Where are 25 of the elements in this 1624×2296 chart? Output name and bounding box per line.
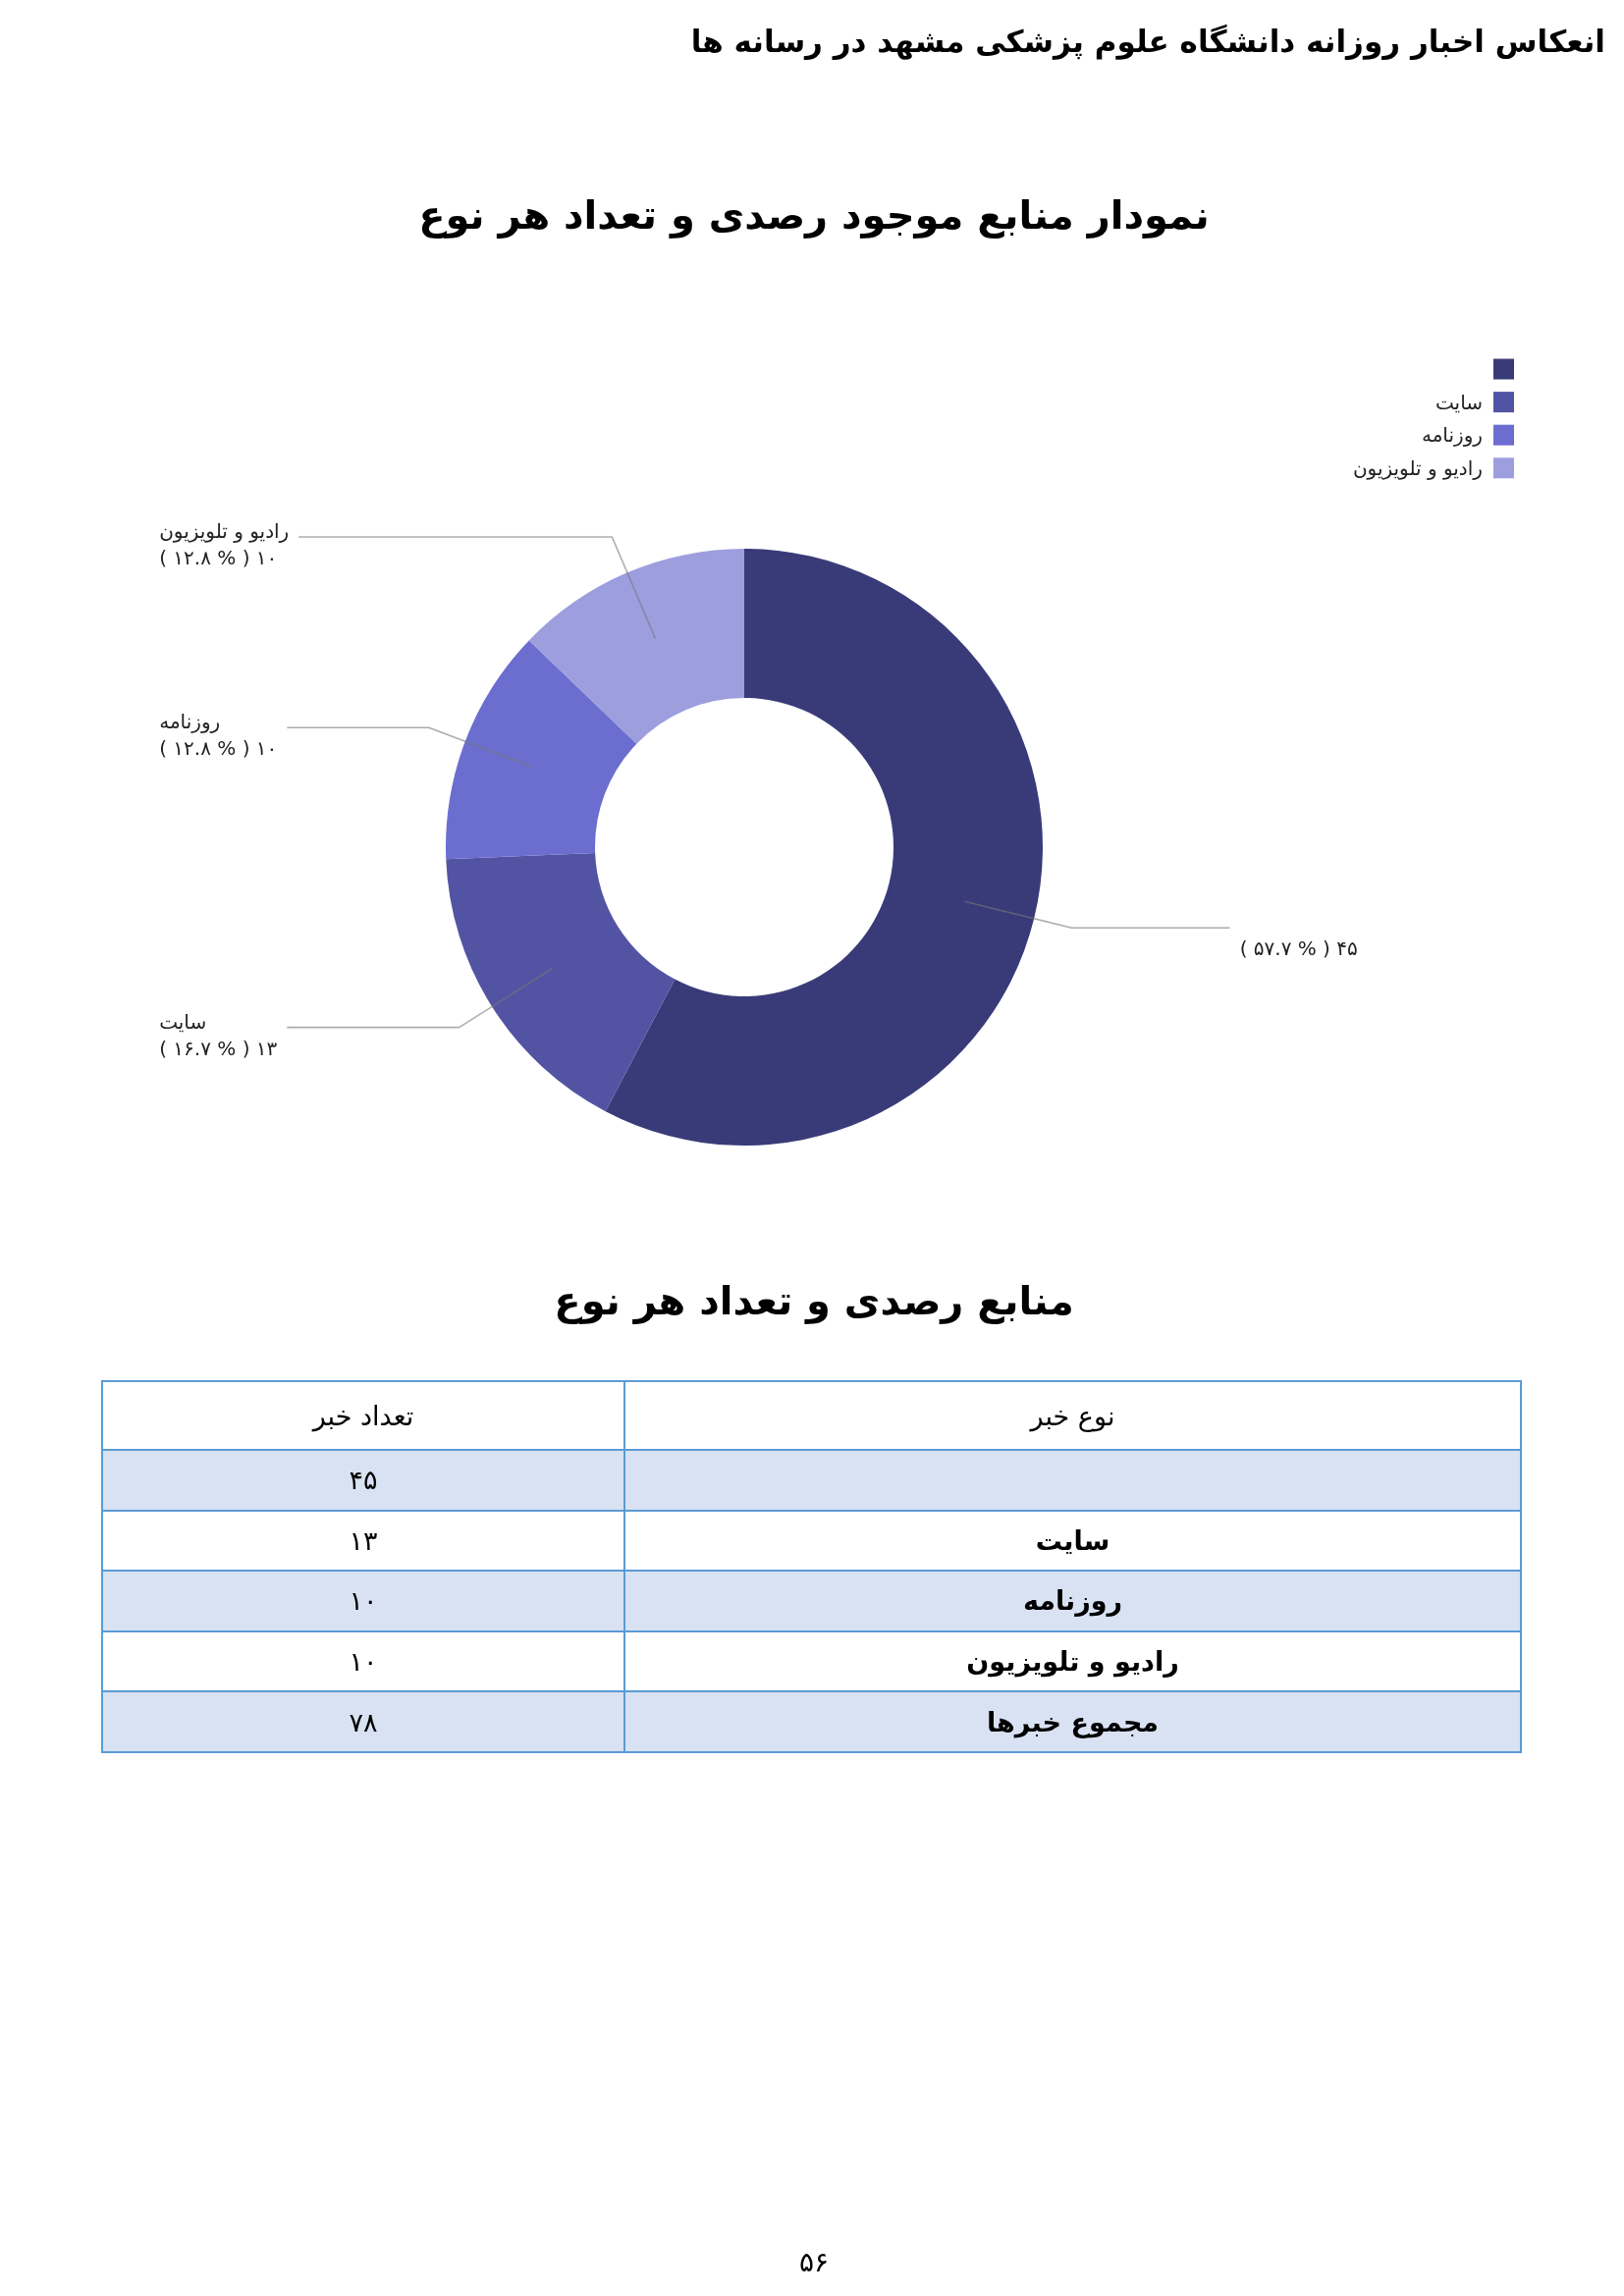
table-cell: ۷۸ bbox=[102, 1691, 624, 1752]
table-cell: نوع خبر bbox=[624, 1381, 1521, 1450]
donut-slice bbox=[446, 853, 676, 1112]
table-cell: مجموع خبرها bbox=[624, 1691, 1521, 1752]
slice-label: رادیو و تلویزیون bbox=[159, 518, 290, 544]
slice-label: روزنامه bbox=[159, 709, 221, 734]
text: انعکاس اخبار روزانه دانشگاه علوم پزشکی مشهد در رسانه ها bbox=[690, 22, 1605, 61]
donut-slice bbox=[605, 549, 1043, 1146]
table-cell: تعداد خبر bbox=[102, 1381, 624, 1450]
data-label: ۱۳ ( % ۱۶.۷ ) bbox=[159, 1036, 278, 1061]
text: منابع رصدی و تعداد هر نوع bbox=[554, 1277, 1074, 1325]
data-label: ۴۵ ( % ۵۷.۷ ) bbox=[1239, 935, 1358, 961]
legend-label: رادیو و تلویزیون bbox=[1352, 455, 1483, 481]
slice-label: سایت bbox=[159, 1009, 207, 1035]
donut-slice bbox=[528, 549, 744, 744]
table-cell: ۴۵ bbox=[102, 1450, 624, 1511]
data-label: ۱۰ ( % ۱۲.۸ ) bbox=[159, 545, 278, 570]
table-cell: ۱۰ bbox=[102, 1571, 624, 1631]
table-cell: روزنامه bbox=[624, 1571, 1521, 1631]
donut-slice bbox=[446, 640, 637, 860]
legend-label: سایت bbox=[1435, 390, 1483, 415]
legend-label: روزنامه bbox=[1421, 422, 1483, 448]
chart-title: نمودار منابع موجود رصدی و تعداد هر نوع bbox=[418, 191, 1210, 240]
data-label: ۱۰ ( % ۱۲.۸ ) bbox=[159, 735, 278, 761]
text: ۵۶ bbox=[798, 2244, 830, 2279]
